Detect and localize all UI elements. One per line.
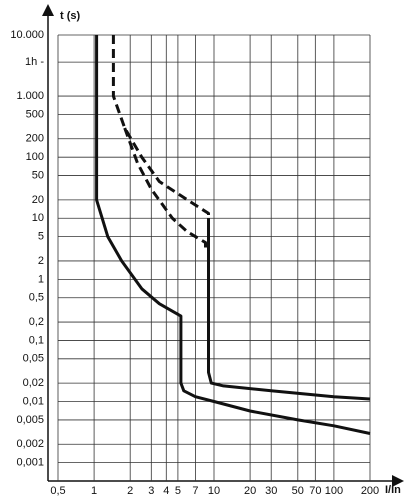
x-tick-label: 5 [175, 485, 181, 497]
curve [111, 35, 210, 251]
y-tick-label: 0,01 [23, 395, 44, 407]
x-tick-label: 2 [127, 485, 133, 497]
x-tick-label: 70 [309, 485, 321, 497]
y-tick-label: 1 [38, 273, 44, 285]
y-tick-label: 1h - [25, 56, 44, 68]
y-tick-label: 0,005 [16, 414, 44, 426]
y-tick-label: 0,05 [23, 353, 44, 365]
x-tick-label: 200 [361, 485, 379, 497]
x-tick-label: 1 [91, 485, 97, 497]
y-tick-label: 0,2 [29, 316, 44, 328]
x-tick-label: 3 [148, 485, 154, 497]
curve [95, 35, 371, 435]
y-axis-title: t (s) [60, 10, 81, 22]
y-tick-label: 0,001 [16, 457, 44, 469]
y-tick-label: 10 [32, 212, 44, 224]
curve [207, 218, 371, 401]
curve [123, 127, 207, 251]
y-tick-label: 200 [26, 133, 44, 145]
x-axis-title: I/In [385, 484, 401, 496]
x-tick-label: 50 [292, 485, 304, 497]
x-tick-label: 10 [208, 485, 220, 497]
y-tick-label: 50 [32, 169, 44, 181]
y-tick-label: 0,5 [29, 292, 44, 304]
y-tick-label: 100 [26, 151, 44, 163]
y-tick-label: 5 [38, 231, 44, 243]
y-tick-label: 0,1 [29, 334, 44, 346]
x-tick-label: 0,5 [50, 485, 65, 497]
y-tick-label: 10.000 [10, 29, 44, 41]
y-tick-label: 20 [32, 194, 44, 206]
y-tick-label: 1.000 [16, 90, 44, 102]
y-tick-label: 500 [26, 108, 44, 120]
y-tick-label: 2 [38, 255, 44, 267]
x-tick-label: 20 [244, 485, 256, 497]
y-tick-label: 0,002 [16, 438, 44, 450]
y-tick-label: 0,02 [23, 377, 44, 389]
x-tick-label: 4 [163, 485, 169, 497]
x-tick-label: 7 [192, 485, 198, 497]
x-tick-label: 30 [265, 485, 277, 497]
x-tick-label: 100 [325, 485, 343, 497]
